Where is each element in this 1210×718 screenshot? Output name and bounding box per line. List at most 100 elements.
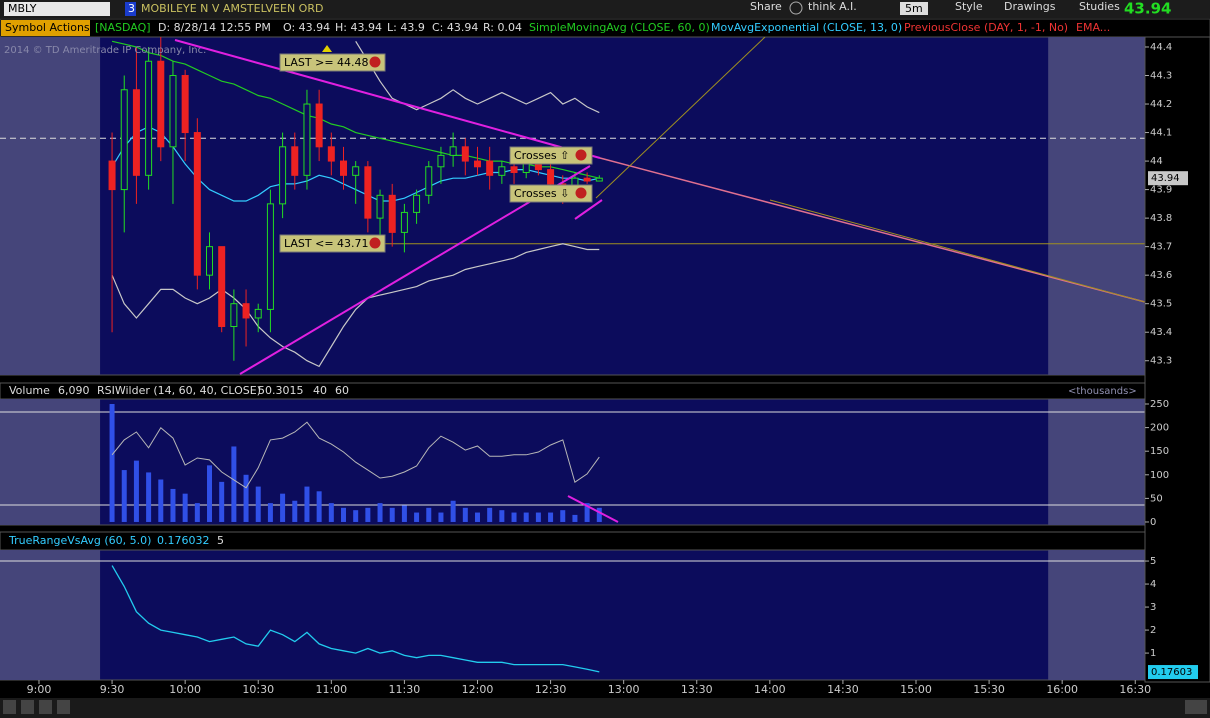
volume-bar: [280, 493, 286, 522]
alert-arrow: [322, 45, 332, 52]
zoom-button[interactable]: [39, 700, 52, 714]
candle-body: [498, 166, 506, 176]
band-line: [111, 243, 600, 368]
candle-body: [145, 60, 153, 176]
think-button[interactable]: think A.I.: [808, 0, 857, 13]
candle-body: [291, 146, 299, 176]
candle-body: [413, 194, 421, 213]
study-label[interactable]: MovAvgExponential (CLOSE, 13, 0): [711, 21, 902, 34]
volume-bar: [450, 500, 456, 522]
volume-bar: [560, 510, 566, 522]
link-badge[interactable]: [125, 2, 136, 16]
alert-remove[interactable]: [575, 187, 587, 199]
trendline[interactable]: [574, 199, 603, 220]
period-box[interactable]: [900, 2, 928, 15]
zoom-button[interactable]: [21, 700, 34, 714]
trendline[interactable]: [174, 39, 601, 159]
axes: 44.444.344.244.14443.943.843.743.643.543…: [27, 36, 1210, 696]
alert-remove[interactable]: [575, 149, 587, 161]
x-tick-label: 9:30: [100, 683, 125, 696]
style-button[interactable]: Style: [955, 0, 983, 13]
alerts: LAST >= 44.48 Crosses ⇧ Crosses ⇩ LAST <…: [279, 53, 593, 253]
volume-bar: [304, 486, 310, 522]
trva-level: 5: [217, 534, 224, 547]
x-tick-label: 12:30: [535, 683, 567, 696]
drawings-button[interactable]: Drawings: [1004, 0, 1056, 13]
volume-bar: [328, 503, 334, 522]
trva-title[interactable]: TrueRangeVsAvg (60, 5.0): [8, 534, 151, 547]
price-axis: [1144, 36, 1210, 683]
x-tick-label: 10:00: [169, 683, 201, 696]
bottom-bar: [0, 698, 1210, 718]
settings-button[interactable]: [1185, 700, 1207, 714]
volume-bar: [121, 470, 127, 522]
y-tick-label: 44.1: [1150, 128, 1172, 139]
volume-bar: [207, 465, 213, 522]
candle-body: [400, 211, 408, 233]
study-label[interactable]: PreviousClose (DAY, 1, -1, No): [904, 21, 1068, 34]
alert-box[interactable]: [509, 146, 593, 165]
trendline[interactable]: [769, 199, 1145, 303]
alert-label: Crosses ⇩: [514, 187, 569, 200]
y-tick-label: 44.4: [1150, 42, 1172, 53]
candle-body: [218, 246, 226, 328]
zoom-button[interactable]: [3, 700, 16, 714]
alert-box[interactable]: [279, 234, 386, 253]
alert-box[interactable]: [509, 184, 593, 203]
study-label[interactable]: EMA...: [1076, 21, 1110, 34]
volume-plot: [0, 399, 1145, 525]
y-tick-label: 44.2: [1150, 99, 1172, 110]
rsi-level: 60: [335, 384, 349, 397]
trendline[interactable]: [567, 495, 619, 523]
symbol-actions-button[interactable]: [1, 20, 90, 36]
x-tick-label: 13:00: [608, 683, 640, 696]
volume-bar: [341, 507, 346, 522]
alert-remove[interactable]: [369, 237, 381, 249]
bar-date: D: 8/28/14 12:55 PM: [158, 21, 271, 34]
volume-bar: [194, 503, 200, 522]
alert-remove[interactable]: [369, 56, 381, 68]
share-button[interactable]: Share: [750, 0, 782, 13]
volume-title: Volume: [9, 384, 50, 397]
zoom-button[interactable]: [57, 700, 70, 714]
trendline[interactable]: [595, 37, 766, 199]
y-tick-label: 100: [1150, 470, 1169, 481]
x-tick-label: 16:30: [1119, 683, 1151, 696]
trva-last: 0.176032: [157, 534, 210, 547]
description: MOBILEYE N V AMSTELVEEN ORD: [141, 2, 323, 15]
y-tick-label: 200: [1150, 423, 1169, 434]
volume-bar: [487, 507, 493, 522]
trendline[interactable]: [599, 157, 1145, 303]
volume-bar: [353, 510, 359, 522]
volume-bar: [584, 503, 590, 522]
exchange: [NASDAQ]: [95, 21, 151, 34]
alert-label: LAST >= 44.48: [284, 56, 369, 69]
candle-body: [132, 89, 140, 176]
studies-button[interactable]: Studies: [1079, 0, 1120, 13]
alert-box[interactable]: [279, 53, 386, 72]
study-label[interactable]: SimpleMovingAvg (CLOSE, 60, 0): [529, 21, 710, 34]
volume-bar: [109, 404, 115, 522]
trva-plot: [0, 550, 1145, 680]
rsi-title[interactable]: RSIWilder (14, 60, 40, CLOSE): [97, 384, 261, 397]
symbol-input[interactable]: [4, 2, 110, 16]
candle-body: [534, 163, 542, 171]
candle-body: [157, 60, 165, 148]
candle-body: [437, 154, 445, 168]
y-tick-label: 43.7: [1150, 242, 1172, 253]
x-tick-label: 14:30: [827, 683, 859, 696]
trva-line: [111, 565, 600, 673]
volume-last: 6,090: [58, 384, 90, 397]
candle-body: [327, 146, 335, 162]
candle-body: [461, 146, 469, 162]
volume-bar: [474, 512, 480, 522]
volume-bar: [572, 514, 578, 522]
symbol: MBLY: [8, 2, 37, 15]
alert-label: LAST <= 43.71: [284, 237, 369, 250]
volume-bar: [462, 507, 468, 522]
candle-body: [522, 163, 530, 173]
bar-high: H: 43.94: [335, 21, 382, 34]
y-tick-label: 3: [1150, 602, 1156, 613]
volume-bar: [255, 486, 261, 522]
bar-range: R: 0.04: [483, 21, 522, 34]
